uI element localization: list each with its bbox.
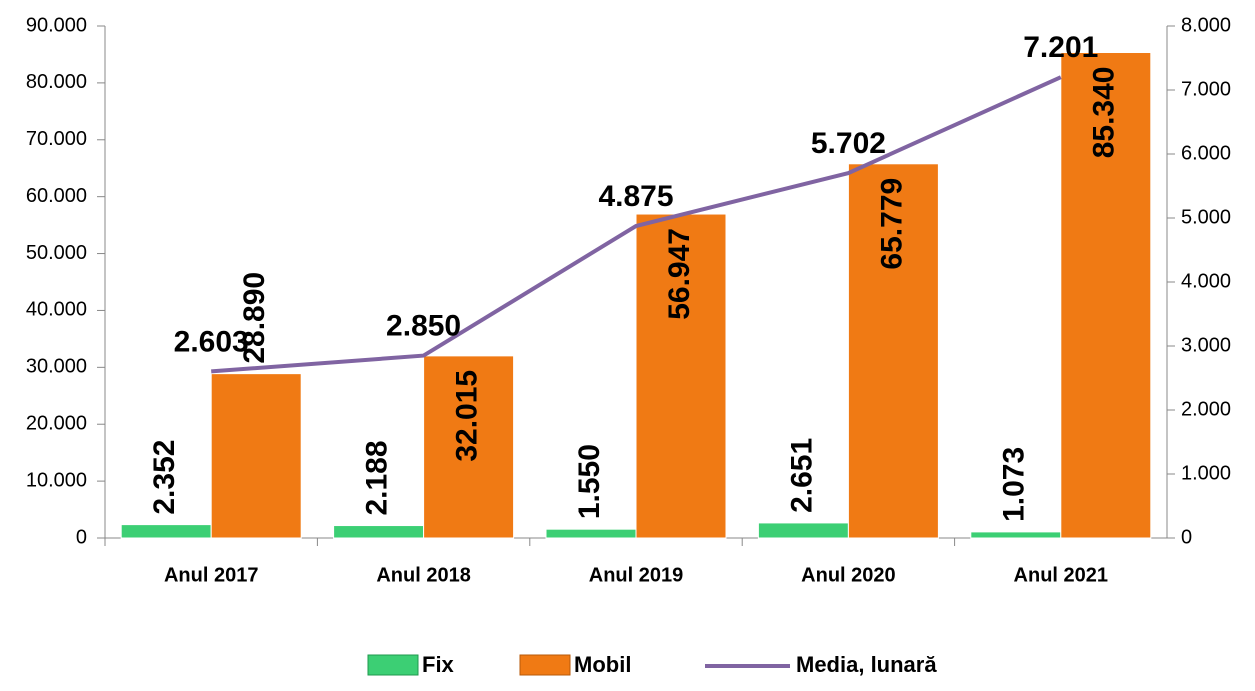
x-tick-label: Anul 2019 bbox=[589, 564, 683, 586]
y2-tick-label: 3.000 bbox=[1181, 334, 1231, 356]
y-tick-label: 10.000 bbox=[26, 469, 87, 491]
bar bbox=[1060, 52, 1152, 539]
y2-tick-label: 6.000 bbox=[1181, 142, 1231, 164]
data-label: 85.340 bbox=[1088, 67, 1121, 159]
data-label: 2.352 bbox=[148, 440, 181, 515]
y-tick-label: 30.000 bbox=[26, 356, 87, 378]
y-tick-label: 80.000 bbox=[26, 71, 87, 93]
legend-swatch bbox=[367, 654, 419, 676]
legend-label: Fix bbox=[422, 652, 455, 677]
legend-swatch bbox=[519, 654, 571, 676]
y2-tick-label: 7.000 bbox=[1181, 78, 1231, 100]
y2-tick-label: 2.000 bbox=[1181, 398, 1231, 420]
legend: Fix Mobil Media, lunară bbox=[367, 652, 937, 677]
y-tick-label: 0 bbox=[76, 526, 87, 548]
bar bbox=[333, 525, 425, 539]
data-label: 28.890 bbox=[238, 272, 271, 364]
data-label: 2.850 bbox=[386, 310, 461, 343]
y2-tick-label: 4.000 bbox=[1181, 270, 1231, 292]
data-label: 2.651 bbox=[785, 438, 818, 513]
y2-tick-label: 5.000 bbox=[1181, 206, 1231, 228]
x-tick-label: Anul 2018 bbox=[376, 564, 470, 586]
y-tick-label: 20.000 bbox=[26, 413, 87, 435]
data-label: 7.201 bbox=[1023, 31, 1098, 64]
data-label: 4.875 bbox=[598, 180, 673, 213]
bar bbox=[120, 524, 212, 539]
data-label: 1.550 bbox=[573, 444, 606, 519]
legend-label: Media, lunară bbox=[796, 652, 937, 677]
bar bbox=[847, 163, 939, 539]
y2-tick-label: 8.000 bbox=[1181, 14, 1231, 36]
data-label: 56.947 bbox=[663, 228, 696, 320]
data-label: 2.603 bbox=[174, 325, 249, 358]
line bbox=[211, 75, 1062, 374]
y2-tick-label: 1.000 bbox=[1181, 462, 1231, 484]
y-tick-label: 70.000 bbox=[26, 128, 87, 150]
y-tick-label: 90.000 bbox=[26, 14, 87, 36]
bar bbox=[757, 522, 849, 539]
bar bbox=[545, 528, 637, 539]
data-label: 32.015 bbox=[451, 370, 484, 462]
bar bbox=[423, 355, 515, 539]
y-tick-label: 40.000 bbox=[26, 299, 87, 321]
y-tick-label: 60.000 bbox=[26, 185, 87, 207]
bar bbox=[970, 531, 1062, 539]
data-label: 2.188 bbox=[361, 440, 394, 515]
x-tick-label: Anul 2017 bbox=[164, 564, 258, 586]
y-tick-label: 50.000 bbox=[26, 242, 87, 264]
bar bbox=[210, 373, 302, 539]
data-label: 5.702 bbox=[811, 127, 886, 160]
x-tick-label: Anul 2020 bbox=[801, 564, 895, 586]
data-label: 1.073 bbox=[998, 447, 1031, 522]
y2-tick-label: 0 bbox=[1181, 526, 1192, 548]
data-label: 65.779 bbox=[875, 178, 908, 270]
bar bbox=[635, 213, 727, 539]
legend-label: Mobil bbox=[574, 652, 631, 677]
x-tick-label: Anul 2021 bbox=[1014, 564, 1108, 586]
